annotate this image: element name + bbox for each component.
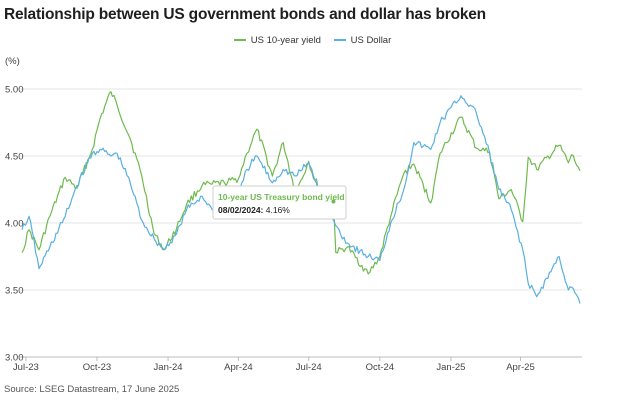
y-tick-label: 5.00 [5, 85, 24, 96]
series-line-us-10-year-yield [21, 91, 581, 275]
x-tick-label: Jul-23 [13, 362, 39, 373]
chart-legend: US 10-year yield US Dollar [0, 33, 625, 46]
chart-title: Relationship between US government bonds… [4, 6, 486, 23]
y-tick-label: 4.00 [5, 219, 24, 230]
tooltip-value: 08/02/2024: 4.16% [218, 205, 290, 215]
tooltip-series: 10-year US Treasury bond yield [218, 192, 345, 202]
series-line-us-dollar [21, 95, 581, 304]
legend-swatch-dollar [333, 39, 346, 41]
tooltip: 10-year US Treasury bond yield 08/02/2024… [212, 185, 347, 220]
x-tick-label: Jan-25 [436, 362, 465, 373]
x-tick-label: Apr-25 [506, 362, 535, 373]
source-note: Source: LSEG Datastream, 17 June 2025 [4, 384, 180, 395]
x-tick-label: Oct-23 [83, 362, 112, 373]
y-tick-label: 3.00 [5, 353, 24, 364]
x-tick-label: Apr-24 [224, 362, 253, 373]
y-axis-label: (%) [5, 56, 20, 67]
legend-item-dollar[interactable]: US Dollar [333, 34, 392, 46]
legend-item-yield[interactable]: US 10-year yield [233, 34, 321, 46]
tooltip-box [212, 185, 347, 220]
legend-label-yield: US 10-year yield [250, 34, 321, 46]
tooltip-point [331, 199, 336, 204]
y-tick-label: 4.50 [5, 152, 24, 163]
x-tick-label: Jan-24 [154, 362, 183, 373]
legend-label-dollar: US Dollar [350, 34, 392, 46]
y-tick-label: 3.50 [5, 286, 24, 297]
x-tick-label: Oct-24 [366, 362, 395, 373]
legend-swatch-yield [233, 39, 246, 41]
x-tick-label: Jul-24 [296, 362, 322, 373]
